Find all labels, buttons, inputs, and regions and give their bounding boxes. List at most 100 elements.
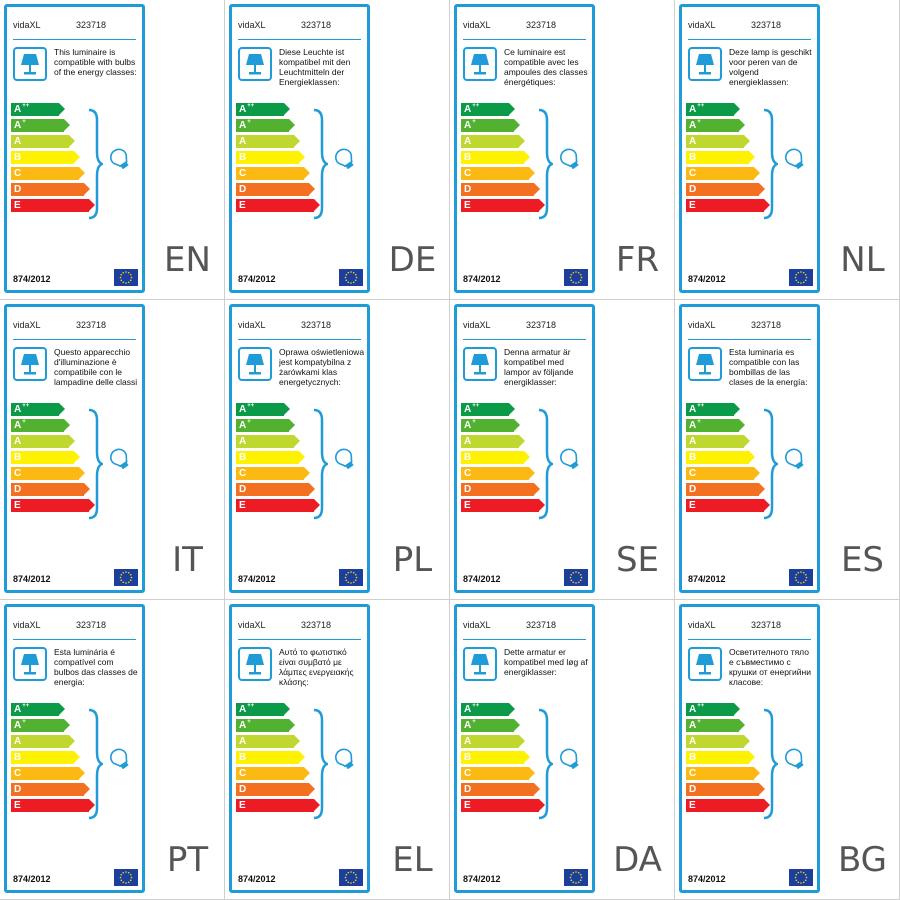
energy-class-letter: B xyxy=(689,152,697,163)
brand-name: vidaXL xyxy=(238,20,266,30)
brand-name: vidaXL xyxy=(463,320,491,330)
lamp-icon xyxy=(463,47,497,81)
product-code: 323718 xyxy=(301,320,332,330)
energy-class-bar: E xyxy=(461,499,545,512)
energy-class-bar: B xyxy=(461,451,530,464)
energy-class-letter: C xyxy=(464,468,472,479)
energy-class-letter: A xyxy=(14,136,22,147)
bulb-icon xyxy=(333,747,357,776)
brand-name: vidaXL xyxy=(688,320,716,330)
brace-icon xyxy=(762,708,781,825)
energy-class-letter: B xyxy=(464,752,472,763)
lamp-icon xyxy=(688,647,722,681)
regulation-number: 874/2012 xyxy=(13,274,51,284)
energy-class-letter: A xyxy=(689,136,697,147)
energy-class-bar: B xyxy=(236,451,305,464)
energy-label-card: vidaXL 323718 Deze lamp is geschikt voor p… xyxy=(679,4,820,293)
language-code: IT xyxy=(172,540,203,580)
energy-class-letter: A xyxy=(239,404,247,415)
energy-class-scale: A++ A+ A B C D E xyxy=(686,403,770,515)
energy-class-bar: B xyxy=(236,151,305,164)
energy-class-bar: A xyxy=(686,735,750,748)
lamp-icon xyxy=(688,347,722,381)
label-cell-fr: vidaXL 323718 Ce luminaire est compatible … xyxy=(450,0,675,300)
bulb-icon xyxy=(783,747,807,776)
energy-class-letter: E xyxy=(14,800,21,811)
energy-class-letter: B xyxy=(464,152,472,163)
language-code: NL xyxy=(840,240,885,280)
regulation-number: 874/2012 xyxy=(688,274,726,284)
energy-class-bar: A++ xyxy=(11,703,65,716)
energy-class-letter: A xyxy=(14,120,22,131)
energy-class-letter: A xyxy=(14,404,22,415)
language-code: DE xyxy=(388,240,437,280)
compatibility-text: Oprawa oświetleniowa jest kompatybilna z… xyxy=(279,347,365,387)
energy-class-plus: ++ xyxy=(247,703,255,709)
energy-class-letter: B xyxy=(14,752,22,763)
lamp-icon xyxy=(238,647,272,681)
energy-class-letter: B xyxy=(689,452,697,463)
energy-class-plus: ++ xyxy=(472,103,480,109)
bulb-icon xyxy=(783,147,807,176)
energy-class-bar: B xyxy=(11,451,80,464)
header-divider xyxy=(688,339,811,340)
lamp-icon xyxy=(463,647,497,681)
energy-class-bar: A xyxy=(686,135,750,148)
product-code: 323718 xyxy=(526,620,557,630)
product-code: 323718 xyxy=(751,620,782,630)
energy-class-bar: D xyxy=(686,783,765,796)
compatibility-text: This luminaire is compatible with bulbs … xyxy=(54,47,137,77)
product-code: 323718 xyxy=(76,620,107,630)
energy-class-plus: + xyxy=(22,419,26,425)
product-code: 323718 xyxy=(301,20,332,30)
label-cell-da: vidaXL 323718 Dette armatur er kompatibel … xyxy=(450,600,675,900)
energy-class-plus: + xyxy=(472,119,476,125)
energy-class-bar: A+ xyxy=(461,419,520,432)
brace-icon xyxy=(762,408,781,525)
energy-class-letter: A xyxy=(239,120,247,131)
energy-class-bar: A++ xyxy=(686,103,740,116)
energy-class-letter: E xyxy=(14,500,21,511)
language-code: DA xyxy=(613,840,662,880)
regulation-number: 874/2012 xyxy=(238,874,276,884)
regulation-number: 874/2012 xyxy=(688,574,726,584)
brace-icon xyxy=(87,108,106,225)
energy-class-letter: A xyxy=(239,104,247,115)
regulation-number: 874/2012 xyxy=(13,574,51,584)
energy-class-scale: A++ A+ A B C D E xyxy=(686,103,770,215)
energy-class-bar: D xyxy=(11,783,90,796)
energy-class-bar: D xyxy=(686,183,765,196)
energy-class-letter: A xyxy=(14,736,22,747)
energy-class-bar: C xyxy=(461,467,535,480)
energy-class-scale: A++ A+ A B C D E xyxy=(11,403,95,515)
energy-class-bar: D xyxy=(11,183,90,196)
energy-class-bar: A+ xyxy=(236,419,295,432)
eu-flag-icon xyxy=(339,269,363,286)
brace-icon xyxy=(312,108,331,225)
energy-class-bar: D xyxy=(461,783,540,796)
energy-class-letter: A xyxy=(689,436,697,447)
brand-name: vidaXL xyxy=(688,20,716,30)
energy-class-letter: A xyxy=(14,720,22,731)
energy-label-card: vidaXL 323718 Esta luminária é compatível … xyxy=(4,604,145,893)
energy-class-letter: A xyxy=(464,420,472,431)
energy-class-plus: + xyxy=(247,719,251,725)
energy-class-letter: E xyxy=(239,800,246,811)
energy-class-letter: C xyxy=(14,168,22,179)
energy-class-bar: E xyxy=(11,499,95,512)
energy-class-scale: A++ A+ A B C D E xyxy=(11,103,95,215)
energy-class-letter: E xyxy=(464,500,471,511)
energy-class-letter: A xyxy=(689,420,697,431)
header-divider xyxy=(688,639,811,640)
energy-class-bar: A xyxy=(461,435,525,448)
label-cell-it: vidaXL 323718 Questo apparecchio d'illumin… xyxy=(0,300,225,600)
energy-class-bar: B xyxy=(686,151,755,164)
energy-class-bar: A++ xyxy=(686,703,740,716)
energy-class-bar: C xyxy=(236,167,310,180)
energy-label-card: vidaXL 323718 Questo apparecchio d'illumin… xyxy=(4,304,145,593)
language-code: SE xyxy=(615,540,660,580)
bulb-icon xyxy=(333,447,357,476)
energy-class-letter: A xyxy=(464,736,472,747)
language-code: FR xyxy=(615,240,660,280)
energy-class-bar: E xyxy=(686,799,770,812)
